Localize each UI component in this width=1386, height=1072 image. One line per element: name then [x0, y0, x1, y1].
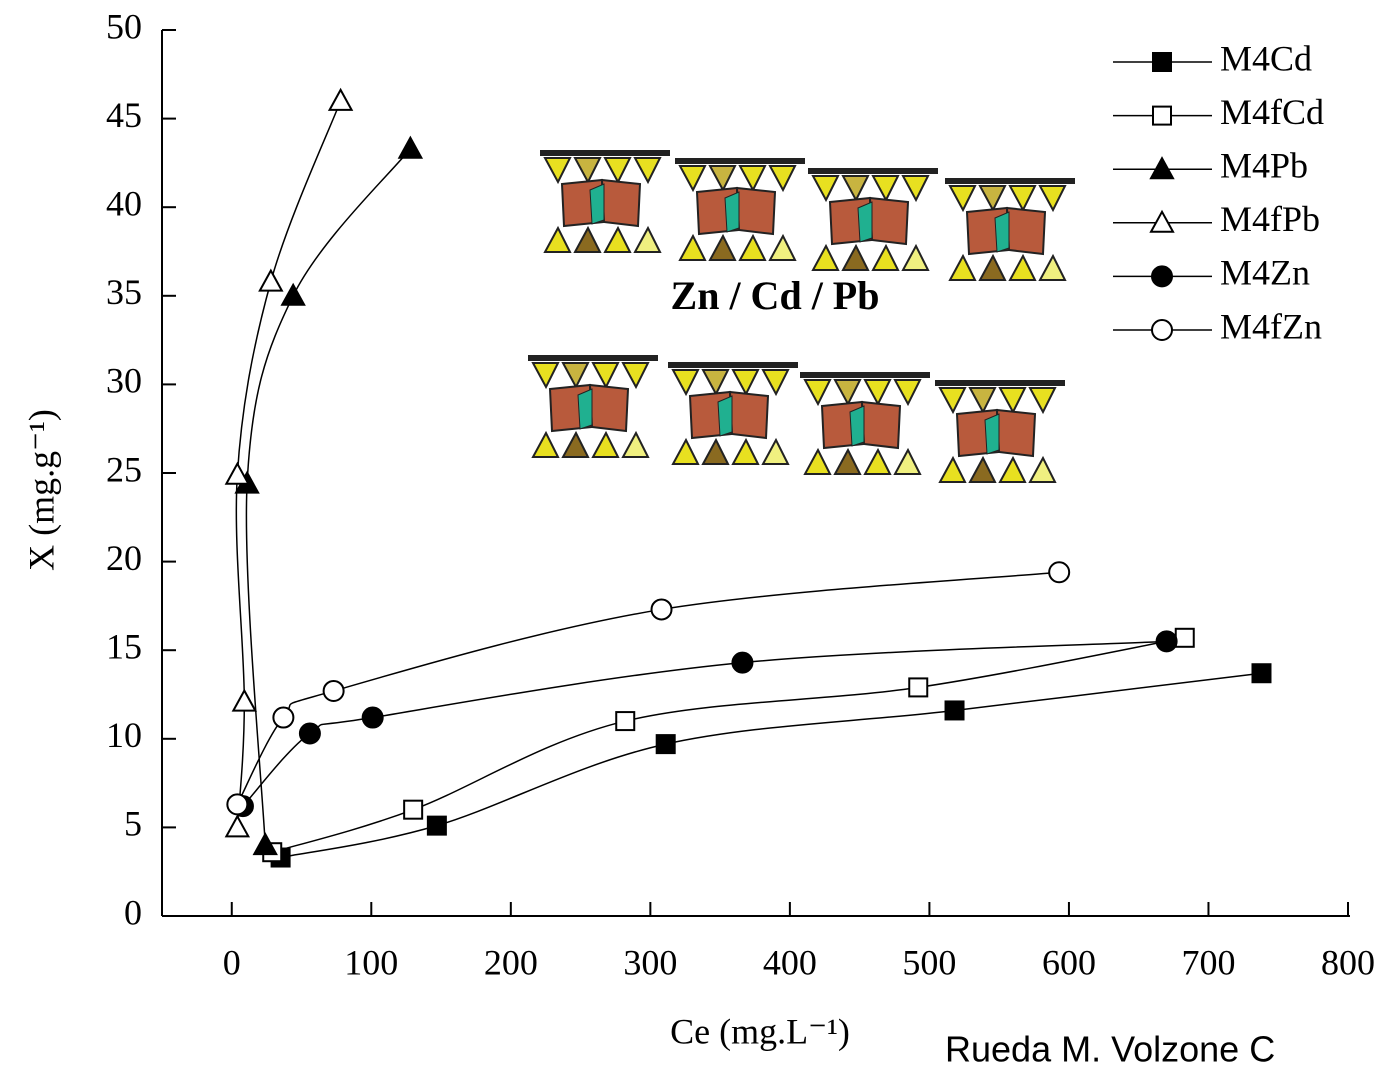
data-point: [231, 688, 258, 712]
x-tick-label: 300: [623, 942, 677, 982]
legend-label: M4fZn: [1220, 306, 1322, 346]
y-tick-label: 40: [106, 183, 142, 223]
annotation: Zn / Cd / Pb: [671, 273, 880, 318]
legend-marker: [1151, 265, 1173, 288]
legend-label: M4Cd: [1220, 38, 1312, 78]
data-point: [1048, 561, 1071, 584]
data-point: [224, 814, 251, 838]
data-point: [397, 135, 424, 159]
data-point: [426, 815, 447, 836]
data-point: [361, 706, 384, 729]
legend-label: M4Pb: [1220, 145, 1308, 185]
data-point: [272, 706, 295, 729]
x-tick-label: 700: [1181, 942, 1235, 982]
legend-marker: [1149, 209, 1175, 233]
data-point: [1155, 630, 1178, 653]
series-line: [272, 637, 1185, 853]
legend-label: M4fPb: [1220, 199, 1320, 239]
y-tick-label: 15: [106, 626, 142, 666]
legend-marker: [1152, 52, 1172, 72]
legend-marker: [1152, 105, 1172, 126]
y-tick-label: 10: [106, 715, 142, 755]
legend-label: M4Zn: [1220, 253, 1310, 293]
y-axis-label: X (mg.g⁻¹): [21, 409, 61, 571]
y-tick-label: 35: [106, 272, 142, 312]
data-point: [1251, 663, 1272, 684]
x-tick-label: 400: [763, 942, 817, 982]
y-tick-label: 5: [124, 804, 142, 844]
data-point: [258, 268, 284, 292]
data-point: [226, 793, 249, 816]
x-tick-label: 800: [1321, 942, 1375, 982]
y-tick-label: 45: [106, 95, 142, 135]
series-line: [245, 148, 411, 846]
data-point: [224, 461, 251, 485]
data-point: [322, 679, 345, 702]
data-point: [655, 734, 676, 755]
data-point: [298, 722, 321, 745]
x-tick-label: 200: [484, 942, 538, 982]
data-point: [1174, 627, 1195, 648]
legend-marker: [1149, 156, 1175, 180]
y-tick-label: 50: [106, 6, 142, 46]
x-tick-label: 0: [223, 942, 241, 982]
series-line: [236, 571, 1060, 805]
x-axis-label: Ce (mg.L⁻¹): [670, 1011, 850, 1051]
legend-marker: [1151, 319, 1173, 341]
data-point: [327, 87, 354, 111]
data-point: [650, 598, 673, 621]
data-point: [944, 700, 965, 721]
y-tick-label: 25: [106, 449, 142, 489]
x-tick-label: 100: [344, 942, 398, 982]
credit: Rueda M. Volzone C: [945, 1029, 1275, 1070]
data-point: [280, 282, 306, 306]
y-tick-label: 0: [124, 892, 142, 932]
x-tick-label: 500: [902, 942, 956, 982]
data-point: [252, 832, 278, 856]
series-line: [280, 672, 1262, 859]
data-point: [908, 677, 929, 698]
data-point: [615, 711, 636, 732]
data-point: [403, 799, 424, 820]
data-point: [731, 651, 754, 674]
x-tick-label: 600: [1042, 942, 1096, 982]
y-tick-label: 20: [106, 538, 142, 578]
y-tick-label: 30: [106, 361, 142, 401]
legend-label: M4fCd: [1220, 92, 1324, 132]
